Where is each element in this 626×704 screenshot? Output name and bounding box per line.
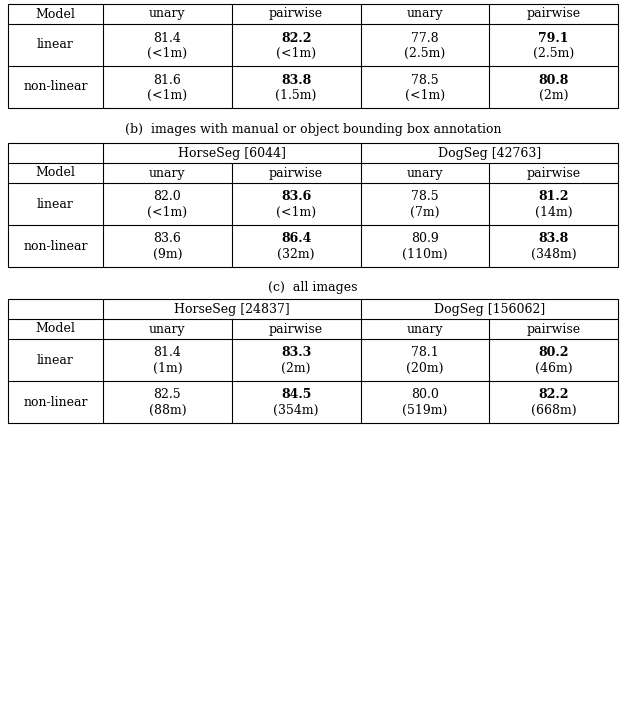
Text: linear: linear — [37, 353, 74, 367]
Text: Model: Model — [36, 8, 76, 20]
Text: 82.0: 82.0 — [153, 191, 182, 203]
Text: unary: unary — [406, 167, 443, 180]
Text: 81.4: 81.4 — [153, 346, 182, 360]
Text: (2m): (2m) — [539, 89, 568, 101]
Text: 83.8: 83.8 — [281, 73, 311, 87]
Text: Model: Model — [36, 322, 76, 336]
Text: 82.2: 82.2 — [538, 389, 569, 401]
Text: 80.9: 80.9 — [411, 232, 439, 246]
Text: DogSeg [156062]: DogSeg [156062] — [434, 303, 545, 315]
Text: 81.2: 81.2 — [538, 191, 569, 203]
Text: (<1m): (<1m) — [276, 206, 316, 218]
Text: (88m): (88m) — [148, 403, 186, 417]
Text: 81.4: 81.4 — [153, 32, 182, 44]
Text: 83.6: 83.6 — [281, 191, 311, 203]
Text: (2.5m): (2.5m) — [404, 46, 446, 60]
Bar — [8, 143, 618, 267]
Text: 84.5: 84.5 — [281, 389, 311, 401]
Text: (519m): (519m) — [402, 403, 448, 417]
Text: pairwise: pairwise — [269, 8, 323, 20]
Text: 83.6: 83.6 — [153, 232, 182, 246]
Text: 80.0: 80.0 — [411, 389, 439, 401]
Text: 83.3: 83.3 — [281, 346, 311, 360]
Text: linear: linear — [37, 198, 74, 210]
Text: pairwise: pairwise — [269, 322, 323, 336]
Text: pairwise: pairwise — [526, 167, 581, 180]
Text: 80.8: 80.8 — [538, 73, 569, 87]
Text: 78.1: 78.1 — [411, 346, 439, 360]
Text: (32m): (32m) — [277, 248, 315, 260]
Text: 83.8: 83.8 — [538, 232, 569, 246]
Text: 81.6: 81.6 — [153, 73, 182, 87]
Text: (1m): (1m) — [153, 361, 182, 375]
Text: DogSeg [42763]: DogSeg [42763] — [438, 146, 541, 160]
Text: (c)  all images: (c) all images — [269, 280, 357, 294]
Text: 77.8: 77.8 — [411, 32, 439, 44]
Bar — [8, 299, 618, 423]
Text: unary: unary — [406, 322, 443, 336]
Text: non-linear: non-linear — [23, 80, 88, 94]
Text: (<1m): (<1m) — [405, 89, 445, 101]
Text: 78.5: 78.5 — [411, 191, 439, 203]
Text: (20m): (20m) — [406, 361, 444, 375]
Text: HorseSeg [24837]: HorseSeg [24837] — [174, 303, 290, 315]
Text: (9m): (9m) — [153, 248, 182, 260]
Text: unary: unary — [149, 167, 186, 180]
Text: 80.2: 80.2 — [538, 346, 569, 360]
Text: non-linear: non-linear — [23, 396, 88, 408]
Text: 86.4: 86.4 — [281, 232, 311, 246]
Text: (<1m): (<1m) — [147, 46, 187, 60]
Text: (110m): (110m) — [402, 248, 448, 260]
Text: (348m): (348m) — [531, 248, 577, 260]
Text: non-linear: non-linear — [23, 239, 88, 253]
Text: (<1m): (<1m) — [147, 89, 187, 101]
Text: 82.5: 82.5 — [153, 389, 181, 401]
Text: unary: unary — [149, 322, 186, 336]
Text: (b)  images with manual or object bounding box annotation: (b) images with manual or object boundin… — [125, 123, 501, 137]
Text: Model: Model — [36, 167, 76, 180]
Text: unary: unary — [406, 8, 443, 20]
Text: pairwise: pairwise — [269, 167, 323, 180]
Text: 79.1: 79.1 — [538, 32, 569, 44]
Text: 82.2: 82.2 — [281, 32, 311, 44]
Text: (46m): (46m) — [535, 361, 572, 375]
Text: linear: linear — [37, 39, 74, 51]
Text: (14m): (14m) — [535, 206, 572, 218]
Text: pairwise: pairwise — [526, 8, 581, 20]
Text: (2.5m): (2.5m) — [533, 46, 574, 60]
Text: (354m): (354m) — [274, 403, 319, 417]
Bar — [8, 4, 618, 108]
Text: (668m): (668m) — [531, 403, 577, 417]
Text: pairwise: pairwise — [526, 322, 581, 336]
Text: (<1m): (<1m) — [147, 206, 187, 218]
Text: HorseSeg [6044]: HorseSeg [6044] — [178, 146, 285, 160]
Text: (2m): (2m) — [281, 361, 311, 375]
Text: (1.5m): (1.5m) — [275, 89, 317, 101]
Text: unary: unary — [149, 8, 186, 20]
Text: (7m): (7m) — [410, 206, 439, 218]
Text: (<1m): (<1m) — [276, 46, 316, 60]
Text: 78.5: 78.5 — [411, 73, 439, 87]
